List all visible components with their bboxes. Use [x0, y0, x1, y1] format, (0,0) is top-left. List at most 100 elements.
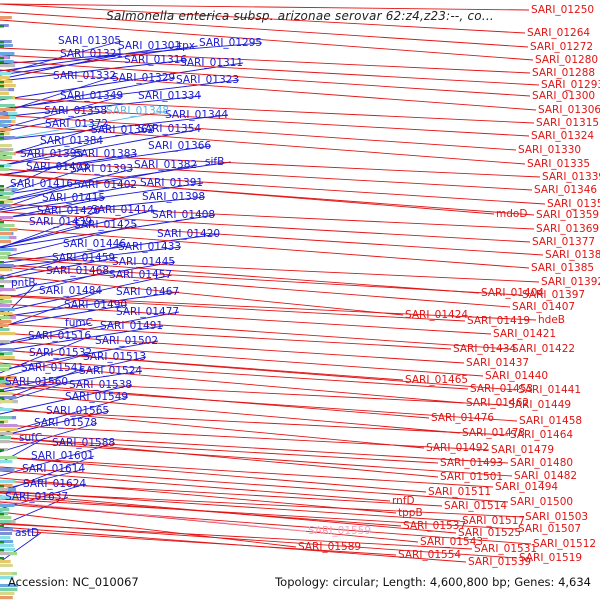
- forward-leader-line: [0, 184, 138, 211]
- reverse-gene-label: SARI_01543: [420, 536, 483, 548]
- function-class-block: [0, 88, 9, 91]
- reverse-gene-label: SARI_01392: [541, 276, 600, 288]
- function-class-block: [0, 240, 12, 244]
- function-class-block: [0, 300, 11, 303]
- function-class-block: [0, 116, 10, 119]
- function-class-block: [0, 268, 11, 271]
- track-dot: [0, 389, 4, 392]
- reverse-gene-label: SARI_01512: [533, 538, 596, 550]
- function-class-block: [0, 60, 14, 64]
- forward-gene-label: SARI_01349: [60, 90, 123, 102]
- function-class-block: [0, 224, 15, 227]
- forward-leader-line: [0, 62, 244, 101]
- forward-gene-label: sifB: [205, 156, 224, 168]
- forward-leader-line: [0, 381, 69, 404]
- reverse-leader-line: [0, 409, 509, 436]
- function-class-block: [0, 80, 13, 83]
- function-class-block: [0, 144, 12, 147]
- function-class-block: [0, 468, 12, 471]
- reverse-leader-line: [0, 3, 526, 34]
- reverse-gene-label: SARI_01501: [440, 471, 503, 483]
- function-class-block: [0, 548, 15, 552]
- function-class-block: [0, 136, 16, 140]
- reverse-leader-line: [0, 47, 531, 74]
- reverse-leader-lines: [0, 3, 546, 563]
- track-dot: [0, 25, 4, 28]
- forward-gene-label: SARI_01468: [46, 265, 109, 277]
- forward-leader-line: [0, 356, 147, 391]
- reverse-leader-line: [0, 227, 530, 269]
- function-class-block: [0, 396, 17, 400]
- forward-gene-label: SARI_01393: [70, 163, 133, 175]
- function-class-block: [0, 540, 14, 543]
- reverse-gene-label: SARI_01465: [405, 374, 468, 386]
- reverse-leader-line: [0, 436, 439, 478]
- reverse-gene-label: SARI_01462: [466, 397, 529, 409]
- reverse-gene-label: SARI_01335: [527, 158, 590, 170]
- function-class-block: [0, 128, 12, 131]
- forward-gene-label: SARI_01433: [118, 241, 181, 253]
- reverse-leader-line: [0, 3, 530, 11]
- function-class-block: [0, 188, 12, 191]
- forward-leader-line: [0, 161, 231, 196]
- reverse-leader-line: [0, 466, 509, 503]
- reverse-leader-line: [0, 168, 546, 205]
- reverse-leader-line: [0, 349, 404, 381]
- function-class-block: [0, 408, 13, 411]
- function-class-block: [0, 348, 15, 351]
- reverse-leader-line: [0, 60, 531, 97]
- reverse-leader-line: [0, 382, 430, 419]
- reverse-gene-label: SARI_01441: [518, 384, 581, 396]
- reverse-leader-line: [0, 313, 511, 350]
- function-class-block: [0, 424, 18, 428]
- function-class-block: [0, 364, 12, 368]
- forward-leader-line: [0, 290, 103, 329]
- genome-title: Salmonella enterica subsp. arizonae sero…: [106, 9, 494, 23]
- forward-gene-label: tpx: [178, 40, 195, 52]
- forward-leader-line: [0, 468, 86, 491]
- reverse-leader-line: [0, 173, 495, 215]
- reverse-leader-line: [0, 274, 404, 316]
- forward-leader-line: [0, 77, 176, 112]
- function-class-block: [0, 228, 10, 231]
- track-dot: [0, 137, 4, 140]
- accession-label: Accession: NC_010067: [8, 575, 139, 589]
- forward-gene-label: SARI_01402: [74, 179, 137, 191]
- reverse-leader-line: [0, 477, 397, 514]
- function-class-block: [0, 252, 11, 256]
- reverse-leader-line: [0, 456, 427, 493]
- function-class-block: [0, 436, 11, 440]
- track-dot: [0, 165, 4, 168]
- reverse-gene-label: SARI_01554: [398, 549, 461, 561]
- reverse-gene-label: SARI_01250: [531, 4, 594, 16]
- reverse-leader-line: [0, 123, 526, 165]
- reverse-gene-label: SARI_01492: [426, 442, 489, 454]
- reverse-leader-line: [0, 97, 535, 124]
- function-class-block: [0, 384, 15, 388]
- forward-leader-line: [0, 45, 182, 72]
- forward-gene-label: fumC: [65, 317, 93, 329]
- track-dot: [0, 541, 4, 544]
- forward-leader-line: [0, 196, 206, 219]
- reverse-gene-label: SARI_01300: [532, 90, 595, 102]
- forward-gene-label: SARI_01415: [42, 192, 105, 204]
- reverse-gene-label: SARI_01380: [545, 249, 600, 261]
- function-class-block: [0, 536, 11, 540]
- forward-gene-label: SARI_01459: [52, 252, 115, 264]
- function-class-block: [0, 124, 9, 127]
- forward-leader-line: [0, 145, 212, 176]
- forward-gene-label: SARI_01538: [69, 379, 132, 391]
- forward-gene-label: pntB: [11, 277, 36, 289]
- forward-leader-line: [0, 224, 138, 259]
- function-class-block: [0, 84, 16, 88]
- function-class-block: [0, 200, 13, 203]
- reverse-gene-label: SARI_01434: [453, 343, 516, 355]
- function-class-block: [0, 64, 16, 68]
- forward-gene-label: SARI_01549: [65, 391, 128, 403]
- forward-leader-line: [0, 442, 116, 477]
- function-class-block: [0, 560, 11, 564]
- reverse-leader-line: [0, 203, 535, 230]
- track-dot: [0, 557, 4, 560]
- reverse-leader-line: [0, 501, 419, 543]
- function-class-block: [0, 428, 18, 432]
